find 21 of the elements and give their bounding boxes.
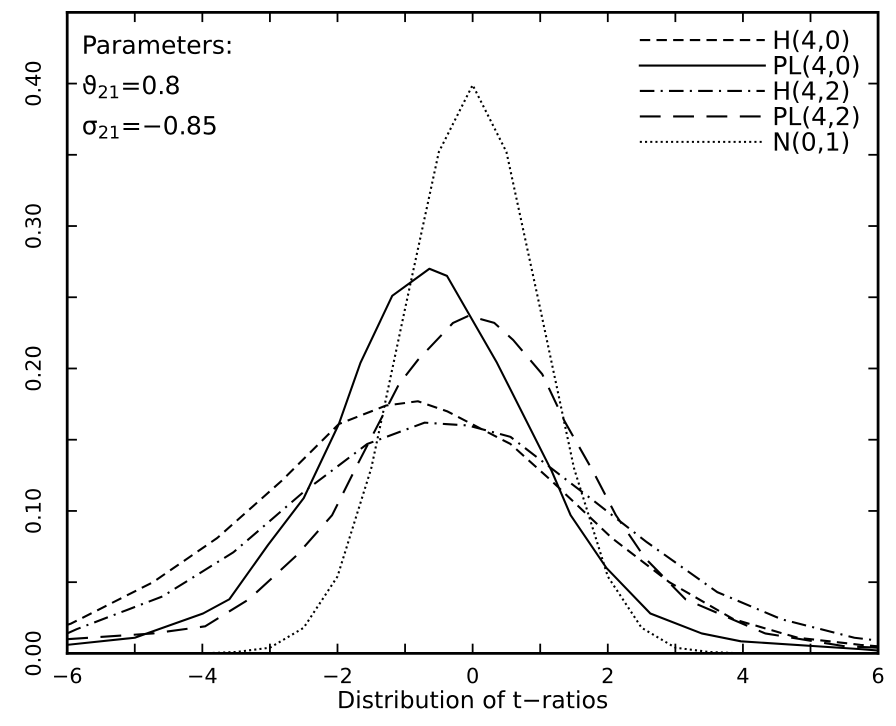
x-tick-label: −6	[54, 668, 82, 684]
annotation: Parameters:	[84, 36, 230, 54]
x-tick-label: 2	[602, 668, 612, 684]
y-tick-label: 0.10	[25, 489, 41, 533]
x-axis-title: Distribution of t−ratios	[339, 690, 608, 709]
annotation: ϑ$_{21}$=0.8	[83, 74, 179, 98]
legend-label: N(0,1)	[774, 132, 848, 154]
x-tick-label: −4	[189, 668, 217, 684]
x-tick-label: 6	[872, 668, 884, 684]
y-tick-label: 0.30	[25, 204, 41, 248]
annotation: σ$_{21}$=−0.85	[83, 116, 216, 138]
x-tick-label: 4	[737, 668, 748, 684]
legend-label: H(4,0)	[774, 30, 848, 52]
y-tick-label: 0.40	[25, 62, 41, 106]
y-tick-label: 0.00	[25, 632, 41, 676]
legend-label: H(4,2)	[774, 80, 848, 104]
x-tick-label: 0	[467, 668, 478, 684]
x-tick-label: −2	[324, 668, 351, 684]
y-tick-label: 0.20	[25, 346, 41, 390]
legend-label: PL(4,0)	[774, 55, 858, 78]
legend-label: PL(4,2)	[774, 106, 858, 128]
